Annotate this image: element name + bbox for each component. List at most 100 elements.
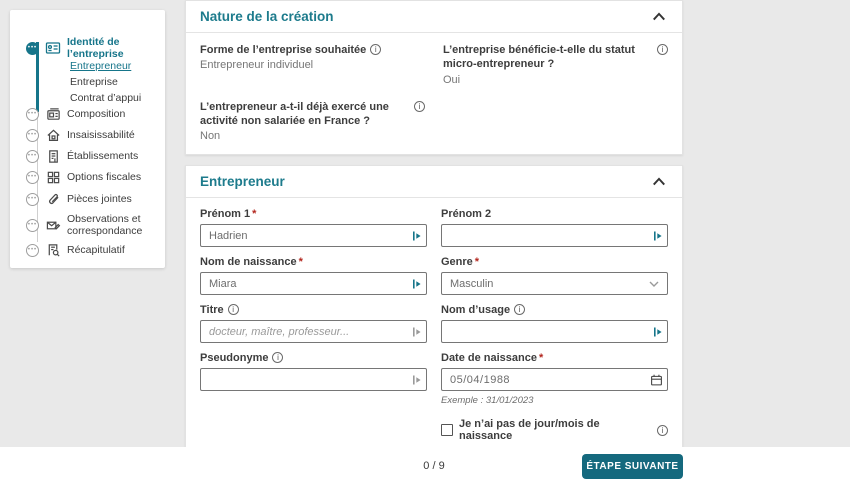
field-prenom2: Prénom 2 [441,208,668,248]
step-dot-icon: ••• [26,170,39,184]
step-progress: 0 / 9 [423,460,445,472]
step-dot-icon: ••• [26,41,39,55]
required-marker: * [539,352,544,365]
section-title-nature: Nature de la création [200,9,334,24]
field-value: Oui [443,73,461,86]
sidebar-step-composition[interactable]: ••• Composition [26,106,125,122]
titre-input[interactable] [200,320,427,344]
info-icon[interactable]: i [272,352,284,364]
field-label: Nom de naissance [200,256,297,269]
field-nom-naissance: Nom de naissance * [200,256,427,296]
info-icon[interactable]: i [657,44,668,55]
field-label: L’entrepreneur a-t-il déjà exercé une ac… [200,100,389,127]
sidebar-step-recapitulatif[interactable]: ••• Récapitulatif [26,242,125,258]
steps-sidebar: ••• Identité de l’entreprise Entrepreneu… [10,10,165,268]
field-label: Forme de l’entreprise souhaitée [200,44,367,56]
step-dot-icon: ••• [26,107,39,121]
sidebar-step-label: Options fiscales [67,170,142,183]
sublink-entreprise[interactable]: Entreprise [70,76,118,88]
genre-selected-value: Masculin [450,277,494,290]
sidebar-step-identite[interactable]: ••• Identité de l’entreprise [26,36,165,60]
next-step-button[interactable]: ÉTAPE SUIVANTE [582,454,683,479]
house-icon [45,127,61,143]
sidebar-step-etablissements[interactable]: ••• Établissements [26,148,138,164]
sidebar-step-options-fiscales[interactable]: ••• Options fiscales [26,169,141,185]
prenom1-input[interactable] [200,224,427,248]
info-icon[interactable]: i [414,100,425,112]
text-field-icon [653,230,663,242]
field-activite-non-salariee: L’entrepreneur a-t-il déjà exercé une ac… [200,100,425,143]
sidebar-step-label: Insaisissabilité [67,128,135,141]
info-icon[interactable]: i [514,304,526,316]
field-label: L’entreprise bénéficie-t-elle du statut … [443,44,635,71]
step-dot-icon: ••• [26,149,39,163]
field-forme-entreprise: Forme de l’entreprise souhaitée i Entrepr… [200,43,425,86]
field-value: Entrepreneur individuel [200,59,314,72]
grid-icon [45,169,61,185]
text-field-icon [412,326,422,338]
sidebar-step-label: Identité de l’entreprise [67,36,124,61]
info-icon[interactable]: i [370,44,382,55]
no-birthdate-checkbox[interactable] [441,424,453,437]
sidebar-step-insaisissabilite[interactable]: ••• Insaisissabilité [26,127,135,143]
sublink-entrepreneur[interactable]: Entrepreneur [70,60,132,72]
collapse-nature-icon[interactable] [650,9,668,24]
field-date-naissance: Date de naissance* Exemple : 31/01/2023 [441,352,668,442]
info-icon[interactable]: i [657,424,668,436]
document-search-icon [45,242,61,258]
entrepreneur-card: Entrepreneur Prénom 1* Prénom [185,165,683,486]
field-prenom1: Prénom 1 * [200,208,427,248]
step-dot-icon: ••• [26,243,39,257]
step-dot-icon: ••• [26,192,39,206]
date-naissance-input[interactable] [441,368,668,392]
section-title-entrepreneur: Entrepreneur [200,174,285,190]
genre-select[interactable]: Masculin [441,272,668,296]
paperclip-icon [45,191,61,207]
wizard-footer: 0 / 9 ÉTAPE SUIVANTE [0,447,850,486]
nature-creation-card: Nature de la création Forme de l’entrepr… [185,0,683,156]
step-dot-icon: ••• [26,128,39,142]
text-field-icon [412,374,422,386]
field-label: Titre [200,304,224,317]
sublink-contrat-appui[interactable]: Contrat d’appui [70,92,142,104]
date-format-helper: Exemple : 31/01/2023 [441,395,534,407]
pseudonyme-input[interactable] [200,368,427,392]
building-icon [45,148,61,164]
register-icon [45,106,61,122]
sidebar-step-label: Composition [67,107,126,120]
step-connector-active [36,42,39,112]
no-birthdate-label: Je n’ai pas de jour/mois de naissance [459,418,600,443]
field-titre: Titre i [200,304,427,344]
mail-edit-icon [45,217,61,233]
sidebar-step-label: Observations et correspondance [67,213,143,238]
field-value: Non [200,130,221,143]
required-marker: * [298,256,303,269]
nom-naissance-input[interactable] [200,272,427,296]
field-label: Nom d’usage [441,304,511,317]
text-field-icon [412,278,422,290]
sidebar-step-observations[interactable]: ••• Observations et correspondance [26,213,155,237]
field-label: Genre [441,256,473,269]
chevron-down-icon [649,281,659,287]
sidebar-step-label: Pièces jointes [67,192,132,205]
sidebar-step-label: Récapitulatif [67,243,125,256]
field-label: Pseudonyme [200,352,269,365]
text-field-icon [412,230,422,242]
field-label: Prénom 2 [441,208,492,221]
id-card-icon [45,40,61,56]
text-field-icon [653,326,663,338]
field-label: Date de naissance [441,352,537,365]
info-icon[interactable]: i [227,304,239,316]
calendar-icon[interactable] [650,373,663,386]
required-marker: * [252,208,257,221]
field-statut-micro: L’entreprise bénéficie-t-elle du statut … [443,43,668,86]
sidebar-step-pieces-jointes[interactable]: ••• Pièces jointes [26,191,132,207]
collapse-entrepreneur-icon[interactable] [650,174,668,189]
identity-sublinks: Entrepreneur Entreprise Contrat d’appui [70,60,141,104]
field-nom-usage: Nom d’usage i [441,304,668,344]
field-label: Prénom 1 [200,208,251,221]
form-main: Nature de la création Forme de l’entrepr… [185,0,683,486]
prenom2-input[interactable] [441,224,668,248]
step-dot-icon: ••• [26,218,39,232]
nom-usage-input[interactable] [441,320,668,344]
